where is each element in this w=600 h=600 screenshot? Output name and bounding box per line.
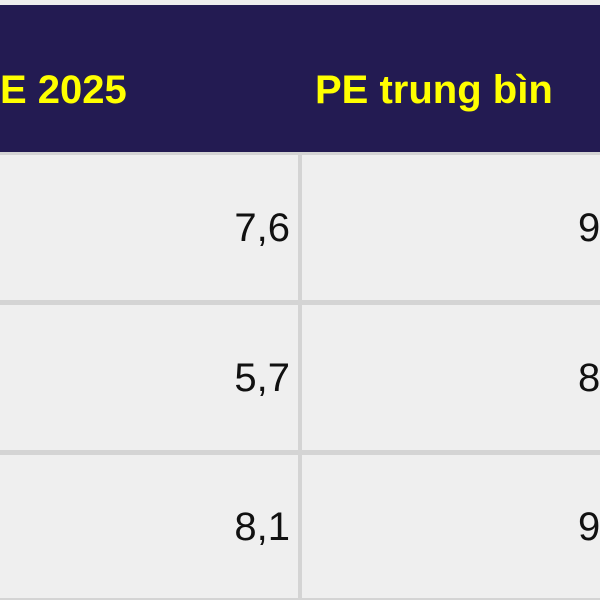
cell-value: 8,1 xyxy=(234,504,290,549)
cell-value: 7,6 xyxy=(234,205,290,250)
table-cell: 9 xyxy=(302,155,600,300)
table-cell: 8 xyxy=(302,305,600,450)
cell-value: 5,7 xyxy=(234,355,290,400)
header-cell: PE trung bìn xyxy=(315,68,553,112)
table-cell: 8,1 xyxy=(0,455,298,598)
cell-value: 9 xyxy=(578,205,600,250)
cell-value: 9 xyxy=(578,504,600,549)
top-strip xyxy=(0,0,600,5)
header-row: E 2025 PE trung bìn xyxy=(0,5,600,152)
table-cell: 9 xyxy=(302,455,600,598)
table-cell: 7,6 xyxy=(0,155,298,300)
cell-value: 8 xyxy=(578,355,600,400)
header-cell: E 2025 xyxy=(0,68,127,112)
table-cell: 5,7 xyxy=(0,305,298,450)
